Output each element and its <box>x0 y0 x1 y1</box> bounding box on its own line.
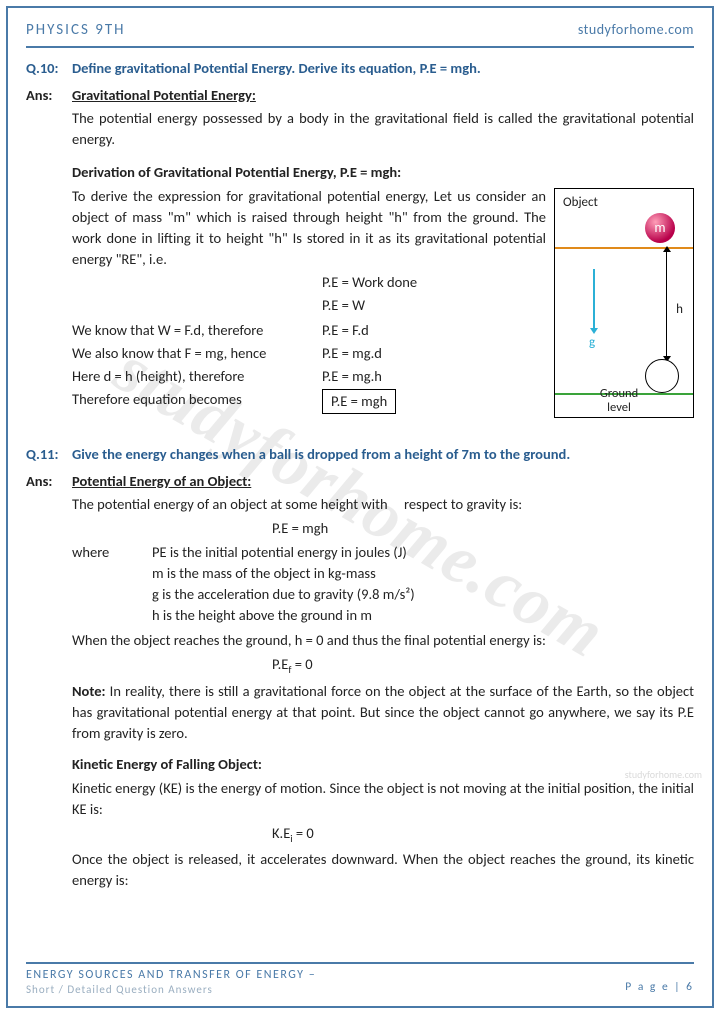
q10-sec2-intro: To derive the expression for gravitation… <box>72 186 546 270</box>
diagram-ground-circle <box>645 359 679 393</box>
diagram-mass-ball: m <box>645 213 675 243</box>
q10-sec1-body: The potential energy possessed by a body… <box>72 108 694 150</box>
diagram-ground-label: Ground level <box>589 387 649 415</box>
q11-where-label: where <box>72 542 152 563</box>
q10-deriv-left: To derive the expression for gravitation… <box>72 186 546 418</box>
q10-ans-body: Gravitational Potential Energy: The pote… <box>72 85 694 418</box>
footer-left: ENERGY SOURCES AND TRANSFER OF ENERGY – … <box>26 968 316 996</box>
q10-eq2: P.E = W <box>72 295 546 316</box>
q10-d2l: We also know that F = mg, hence <box>72 343 322 364</box>
header-left: PHYSICS 9TH <box>26 20 126 42</box>
q10-d3r: P.E = mg.h <box>322 366 546 387</box>
q10-derivation-block: Derivation of Gravitational Potential En… <box>72 162 694 418</box>
q11-sec1-eq: P.E = mgh <box>72 518 694 539</box>
q10-eq1: P.E = Work done <box>72 272 546 293</box>
q11-where4: h is the height above the ground in m <box>152 605 694 626</box>
page-footer: ENERGY SOURCES AND TRANSFER OF ENERGY – … <box>26 962 694 996</box>
q10-d4r: P.E = mgh <box>322 389 396 414</box>
q10-diagram: Object m g h Ground level <box>554 188 694 418</box>
q11-ans-body: Potential Energy of an Object: The poten… <box>72 471 694 891</box>
q11-sec2-p2: Once the object is released, it accelera… <box>72 849 694 891</box>
content-area: Q.10: Define gravitational Potential Ene… <box>26 58 694 944</box>
q11-sec1-line2: When the object reaches the ground, h = … <box>72 630 694 651</box>
footer-sub: Short / Detailed Question Answers <box>26 983 316 996</box>
q10-d3l: Here d = h (height), therefore <box>72 366 322 387</box>
q11-where1: PE is the initial potential energy in jo… <box>152 542 694 563</box>
q11-where-block: where PE is the initial potential energy… <box>72 542 694 626</box>
q11-where-row3: g is the acceleration due to gravity (9.… <box>72 584 694 605</box>
q10-d2r: P.E = mg.d <box>322 343 546 364</box>
q11-where3: g is the acceleration due to gravity (9.… <box>152 584 694 605</box>
q11-sec1-title: Potential Energy of an Object: <box>72 471 694 492</box>
footer-title: ENERGY SOURCES AND TRANSFER OF ENERGY – <box>26 968 316 982</box>
q11-note-label: Note: <box>72 682 106 700</box>
q10-ans-label: Ans: <box>26 85 72 418</box>
q11-sec1-eq2: P.Ef = 0 <box>72 654 694 678</box>
q10-d4l: Therefore equation becomes <box>72 389 322 414</box>
q10-deriv-lines: We know that W = F.d, therefore P.E = F.… <box>72 320 546 414</box>
q10-d1: We know that W = F.d, therefore P.E = F.… <box>72 320 546 341</box>
q11-text: Give the energy changes when a ball is d… <box>72 444 694 465</box>
answer-10-row: Ans: Gravitational Potential Energy: The… <box>26 85 694 418</box>
page-header: PHYSICS 9TH studyforhome.com <box>26 20 694 48</box>
diagram-h-label: h <box>676 301 683 320</box>
q11-sec1-line1: The potential energy of an object at som… <box>72 494 694 515</box>
q11-note: Note: In reality, there is still a gravi… <box>72 681 694 744</box>
diagram-g-label: g <box>589 334 595 353</box>
q10-d2: We also know that F = mg, hence P.E = mg… <box>72 343 546 364</box>
q10-d4r-wrap: P.E = mgh <box>322 389 546 414</box>
footer-page: P a g e | 6 <box>625 979 694 996</box>
header-right: studyforhome.com <box>578 20 694 42</box>
question-11-row: Q.11: Give the energy changes when a bal… <box>26 444 694 465</box>
q11-where-row1: where PE is the initial potential energy… <box>72 542 694 563</box>
q11-sec2-p1: Kinetic energy (KE) is the energy of mot… <box>72 778 694 820</box>
diagram-mass-label: m <box>654 218 665 238</box>
question-10-row: Q.10: Define gravitational Potential Ene… <box>26 58 694 79</box>
diagram-top-line <box>555 247 693 249</box>
q11-where-row2: m is the mass of the object in kg-mass <box>72 563 694 584</box>
q11-note-body: In reality, there is still a gravitation… <box>72 682 694 742</box>
q10-sec2-title: Derivation of Gravitational Potential En… <box>72 162 694 183</box>
q10-text: Define gravitational Potential Energy. D… <box>72 58 694 79</box>
q10-label: Q.10: <box>26 58 72 79</box>
answer-11-row: Ans: Potential Energy of an Object: The … <box>26 471 694 891</box>
q11-label: Q.11: <box>26 444 72 465</box>
q11-where-row4: h is the height above the ground in m <box>72 605 694 626</box>
q10-d4: Therefore equation becomes P.E = mgh <box>72 389 546 414</box>
q10-d3: Here d = h (height), therefore P.E = mg.… <box>72 366 546 387</box>
q10-deriv-flex: To derive the expression for gravitation… <box>72 186 694 418</box>
q11-sec2-title: Kinetic Energy of Falling Object: <box>72 754 694 775</box>
q11-sec2-eq: K.Ei = 0 <box>72 823 694 847</box>
q11-where2: m is the mass of the object in kg-mass <box>152 563 694 584</box>
q10-d1r: P.E = F.d <box>322 320 546 341</box>
q10-d1l: We know that W = F.d, therefore <box>72 320 322 341</box>
diagram-object-label: Object <box>563 194 598 213</box>
q11-ans-label: Ans: <box>26 471 72 891</box>
diagram-g-arrow <box>593 269 595 329</box>
diagram-h-arrow <box>666 251 668 357</box>
q10-sec1-title: Gravitational Potential Energy: <box>72 85 694 106</box>
page-container: studyforhome.com studyforhome.com PHYSIC… <box>6 6 714 1008</box>
